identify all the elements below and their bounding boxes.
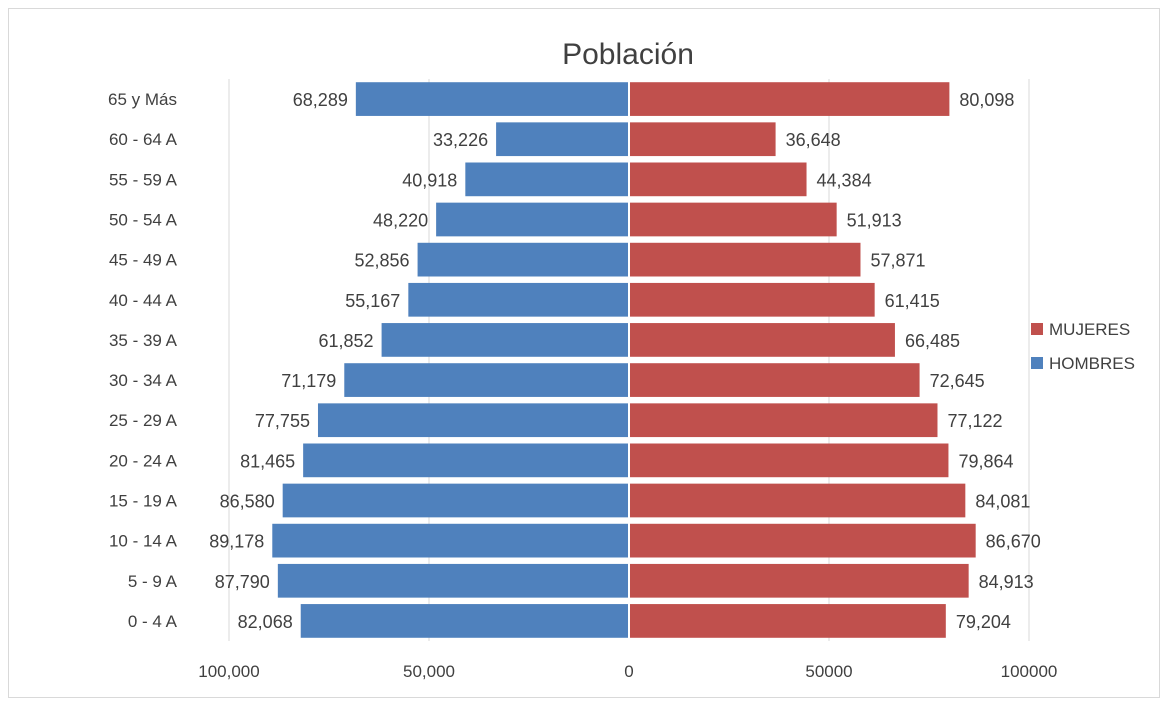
legend-swatch bbox=[1031, 357, 1043, 369]
category-label: 25 - 29 A bbox=[109, 411, 178, 430]
bar-mujeres bbox=[629, 82, 950, 116]
bar-hombres bbox=[355, 82, 629, 116]
data-label-mujeres: 36,648 bbox=[786, 130, 841, 150]
chart-title: Población bbox=[562, 38, 694, 71]
data-label-hombres: 86,580 bbox=[220, 492, 275, 512]
data-label-mujeres: 79,864 bbox=[958, 451, 1013, 471]
category-label: 20 - 24 A bbox=[109, 451, 178, 470]
bar-mujeres bbox=[629, 523, 976, 558]
x-tick-label: 0 bbox=[624, 662, 633, 681]
bar-hombres bbox=[272, 523, 629, 558]
bar-hombres bbox=[436, 202, 629, 237]
category-label: 15 - 19 A bbox=[109, 492, 178, 511]
bar-hombres bbox=[317, 403, 629, 438]
bar-hombres bbox=[277, 563, 629, 598]
category-label: 30 - 34 A bbox=[109, 371, 178, 390]
population-pyramid-chart: Población 82,068 79,204 87,790 84,913 89,178… bbox=[108, 38, 1135, 681]
legend-label: HOMBRES bbox=[1049, 354, 1135, 373]
data-label-hombres: 48,220 bbox=[373, 211, 428, 231]
data-label-mujeres: 84,081 bbox=[975, 492, 1030, 512]
data-label-mujeres: 57,871 bbox=[870, 251, 925, 271]
category-label: 40 - 44 A bbox=[109, 291, 178, 310]
legend: MUJERES HOMBRES bbox=[1031, 320, 1135, 373]
bar-hombres bbox=[300, 604, 629, 638]
data-label-mujeres: 80,098 bbox=[959, 90, 1014, 110]
data-label-mujeres: 86,670 bbox=[986, 532, 1041, 552]
bar-hombres bbox=[408, 282, 629, 317]
data-label-hombres: 33,226 bbox=[433, 130, 488, 150]
category-label: 65 y Más bbox=[108, 90, 177, 109]
category-label: 10 - 14 A bbox=[109, 532, 178, 551]
bar-hombres bbox=[381, 323, 629, 357]
data-label-hombres: 40,918 bbox=[402, 170, 457, 190]
data-label-mujeres: 66,485 bbox=[905, 331, 960, 351]
data-label-hombres: 82,068 bbox=[238, 612, 293, 632]
bar-hombres bbox=[282, 483, 629, 518]
bar-hombres bbox=[303, 443, 629, 478]
bar-mujeres bbox=[629, 323, 895, 357]
x-tick-label: 100000 bbox=[1001, 662, 1058, 681]
bar-mujeres bbox=[629, 403, 938, 438]
data-label-mujeres: 77,122 bbox=[947, 411, 1002, 431]
legend-label: MUJERES bbox=[1049, 320, 1130, 339]
data-label-mujeres: 79,204 bbox=[956, 612, 1011, 632]
labels-layer: 82,068 79,204 87,790 84,913 89,178 86,670 86,5… bbox=[209, 90, 1041, 632]
data-label-mujeres: 72,645 bbox=[930, 371, 985, 391]
data-label-hombres: 89,178 bbox=[209, 532, 264, 552]
bar-mujeres bbox=[629, 202, 837, 237]
data-label-hombres: 71,179 bbox=[281, 371, 336, 391]
x-tick-label: 50000 bbox=[805, 662, 852, 681]
data-label-hombres: 68,289 bbox=[293, 90, 348, 110]
x-tick-label: 50,000 bbox=[403, 662, 455, 681]
bar-hombres bbox=[465, 162, 629, 197]
category-label: 60 - 64 A bbox=[109, 130, 178, 149]
category-label: 5 - 9 A bbox=[128, 572, 178, 591]
chart-frame: Población 82,068 79,204 87,790 84,913 89,178… bbox=[8, 8, 1160, 698]
bar-mujeres bbox=[629, 604, 946, 638]
bar-mujeres bbox=[629, 122, 776, 157]
data-label-hombres: 81,465 bbox=[240, 451, 295, 471]
data-label-hombres: 52,856 bbox=[355, 251, 410, 271]
data-label-mujeres: 61,415 bbox=[885, 291, 940, 311]
data-label-hombres: 87,790 bbox=[215, 572, 270, 592]
category-label: 45 - 49 A bbox=[109, 251, 178, 270]
bar-mujeres bbox=[629, 282, 875, 317]
data-label-mujeres: 84,913 bbox=[979, 572, 1034, 592]
bar-hombres bbox=[496, 122, 629, 157]
axis-layer: 100,000 50,000 0 50000 100000 0 - 4 A 5 - 9 A 1… bbox=[108, 79, 1057, 681]
data-label-mujeres: 51,913 bbox=[847, 211, 902, 231]
data-label-hombres: 77,755 bbox=[255, 411, 310, 431]
data-label-hombres: 55,167 bbox=[345, 291, 400, 311]
bar-mujeres bbox=[629, 483, 966, 518]
bars-layer bbox=[272, 82, 976, 638]
category-label: 50 - 54 A bbox=[109, 211, 178, 230]
category-label: 0 - 4 A bbox=[128, 612, 178, 631]
bar-mujeres bbox=[629, 443, 949, 478]
bar-mujeres bbox=[629, 563, 969, 598]
bar-mujeres bbox=[629, 162, 807, 197]
data-label-hombres: 61,852 bbox=[319, 331, 374, 351]
category-label: 35 - 39 A bbox=[109, 331, 178, 350]
bar-mujeres bbox=[629, 363, 920, 397]
bar-hombres bbox=[344, 363, 629, 397]
x-tick-label: 100,000 bbox=[198, 662, 259, 681]
category-label: 55 - 59 A bbox=[109, 170, 178, 189]
bar-mujeres bbox=[629, 242, 861, 277]
legend-swatch bbox=[1031, 323, 1043, 335]
data-label-mujeres: 44,384 bbox=[817, 170, 872, 190]
bar-hombres bbox=[417, 242, 629, 277]
